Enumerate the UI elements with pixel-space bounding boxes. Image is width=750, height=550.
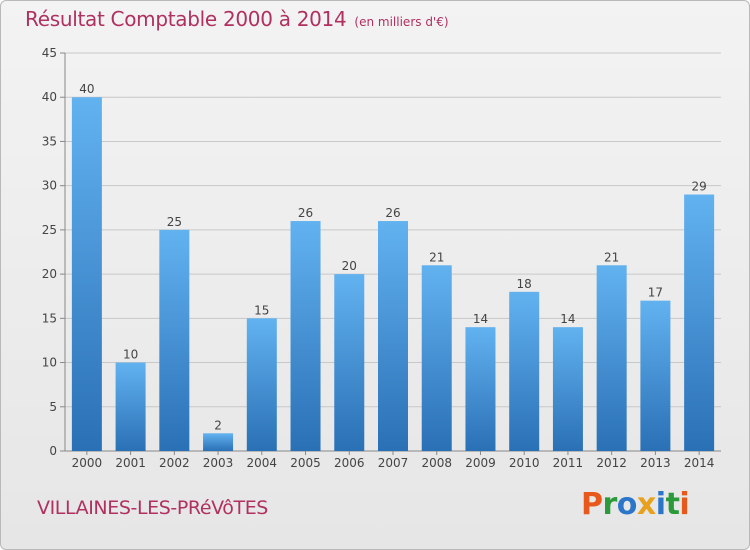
- commune-name: VILLAINES-LES-PRéVôTES: [37, 497, 268, 519]
- data-label: 2: [214, 418, 222, 432]
- logo-letter: i: [655, 487, 666, 522]
- y-tick-label: 45: [42, 46, 57, 60]
- x-tick-label: 2000: [72, 456, 103, 470]
- logo-letter: P: [581, 487, 603, 522]
- bars: [71, 97, 715, 451]
- bar: [71, 97, 102, 451]
- chart-subtitle: (en milliers d'€): [354, 15, 449, 29]
- x-tick-label: 2009: [465, 456, 496, 470]
- x-tick-label: 2012: [596, 456, 627, 470]
- data-label: 14: [560, 312, 575, 326]
- x-tick-label: 2004: [247, 456, 278, 470]
- x-tick-labels: 2000 2001 2002 2003 2004 2005 2006 2007 2008 2009…: [72, 456, 715, 470]
- bar: [378, 221, 408, 451]
- logo-letter: o: [616, 487, 638, 522]
- bar: [203, 433, 234, 451]
- y-tick-label: 0: [49, 444, 57, 458]
- data-labels: 40 10 25 2 15 26 20 26 21 14 18 14 21 17 29: [79, 82, 707, 432]
- data-label: 15: [254, 303, 269, 317]
- bar: [640, 300, 671, 451]
- bar: [421, 265, 452, 451]
- x-tick-label: 2013: [640, 456, 671, 470]
- x-tick-label: 2007: [378, 456, 409, 470]
- x-tick-label: 2003: [203, 456, 234, 470]
- y-tick-label: 15: [42, 311, 57, 325]
- bar: [684, 194, 715, 451]
- logo-letter: x: [636, 487, 656, 522]
- y-tick-label: 10: [42, 356, 57, 370]
- data-label: 26: [298, 206, 313, 220]
- data-label: 40: [79, 82, 94, 96]
- bar-chart: 40 10 25 2 15 26 20 26 21 14 18 14 21 17 29 0 5 10 15 20 25…: [42, 46, 721, 470]
- x-tick-label: 2001: [115, 456, 146, 470]
- y-tick-label: 40: [42, 90, 57, 104]
- data-label: 29: [691, 180, 706, 194]
- x-tick-label: 2014: [684, 456, 715, 470]
- data-label: 21: [429, 250, 444, 264]
- x-tick-label: 2010: [509, 456, 540, 470]
- y-tick-label: 35: [42, 134, 57, 148]
- data-label: 10: [123, 348, 138, 362]
- bar: [596, 265, 627, 451]
- bar: [115, 362, 146, 451]
- data-label: 14: [473, 312, 488, 326]
- bar: [246, 318, 277, 451]
- bar: [159, 229, 190, 451]
- x-tick-label: 2011: [553, 456, 584, 470]
- x-tick-label: 2008: [421, 456, 452, 470]
- x-tick-label: 2002: [159, 456, 190, 470]
- logo-letter: t: [665, 487, 680, 522]
- chart-title: Résultat Comptable 2000 à 2014: [25, 7, 347, 31]
- y-tick-label: 30: [42, 179, 57, 193]
- bar: [290, 221, 321, 451]
- logo-letter: r: [602, 487, 618, 522]
- y-tick-label: 20: [42, 267, 57, 281]
- y-tick-label: 5: [49, 400, 57, 414]
- x-tick-label: 2006: [334, 456, 365, 470]
- data-label: 18: [517, 277, 532, 291]
- bar: [509, 291, 540, 451]
- title-row: Résultat Comptable 2000 à 2014 (en millie…: [25, 7, 449, 31]
- y-tick-label: 25: [42, 223, 57, 237]
- data-label: 26: [385, 206, 400, 220]
- logo-letter: i: [679, 487, 690, 522]
- data-label: 25: [167, 215, 182, 229]
- y-tick-labels: 0 5 10 15 20 25 30 35 40 45: [42, 46, 57, 458]
- bar: [334, 274, 365, 451]
- data-label: 20: [342, 259, 357, 273]
- proxiti-logo: Proxiti: [581, 487, 690, 522]
- x-tick-label: 2005: [290, 456, 321, 470]
- bar: [465, 327, 496, 451]
- data-label: 17: [648, 286, 663, 300]
- data-label: 21: [604, 250, 619, 264]
- bar: [552, 327, 583, 451]
